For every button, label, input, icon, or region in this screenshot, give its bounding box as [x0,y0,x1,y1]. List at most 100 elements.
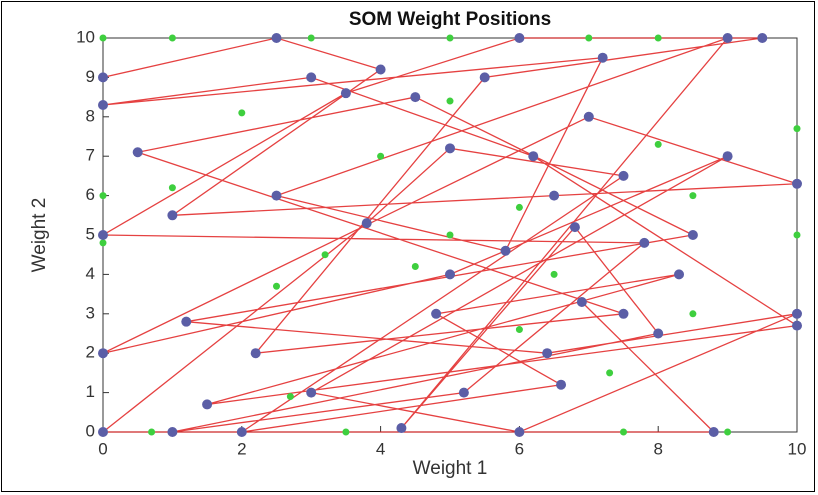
data-point [99,239,107,247]
data-point [286,393,294,401]
neuron-point [674,269,685,280]
neuron-point [250,348,261,359]
neuron-point [618,170,629,181]
y-tick-label: 4 [86,264,95,283]
y-tick-label: 2 [86,343,95,362]
neuron-point [167,210,178,221]
neuron-point [757,33,768,43]
data-point [654,140,662,148]
y-tick-label: 0 [86,421,95,440]
neuron-point [514,33,525,43]
data-point [620,428,627,436]
data-point [342,428,350,436]
data-point [515,203,523,211]
neuron-point [722,151,733,162]
neuron-point [396,423,407,434]
data-point [446,97,454,105]
neuron-point [583,111,594,122]
y-tick-label: 1 [86,382,95,401]
neuron-point [618,308,629,319]
neuron-point [687,230,698,240]
neuron-point [271,190,282,201]
neuron-point [375,64,386,75]
neuron-point [722,33,733,43]
data-point [446,231,454,239]
x-tick-label: 8 [653,439,662,458]
neuron-point [340,88,351,99]
y-tick-label: 8 [86,106,95,125]
data-point [550,270,558,278]
neuron-point [458,387,469,398]
x-axis-label: Weight 1 [413,458,488,479]
y-axis-label: Weight 2 [29,198,50,273]
data-point [585,34,593,42]
neuron-point [445,143,455,154]
neuron-point [549,190,560,201]
data-point [238,109,246,117]
data-point [168,34,176,42]
neuron-point [167,427,178,437]
neuron-point [431,308,442,319]
data-point [724,428,732,436]
data-point [793,231,801,239]
x-tick-label: 10 [788,439,807,458]
y-tick-label: 5 [86,224,95,243]
neuron-point [500,245,511,256]
data-point [793,125,801,133]
x-tick-label: 6 [515,439,524,458]
neuron-point [445,269,455,280]
data-point [99,192,107,200]
data-point [377,152,385,160]
y-tick-label: 3 [86,303,95,322]
neuron-point [202,399,213,410]
data-point [515,326,523,334]
neuron-point [98,348,108,359]
chart-title: SOM Weight Positions [349,9,551,30]
neuron-point [514,427,525,437]
data-point [606,369,614,377]
y-tick-label: 9 [86,67,95,86]
data-point [689,310,697,318]
neuron-point [792,308,802,319]
neuron-point [556,379,567,390]
neuron-point [528,151,539,162]
data-point [99,34,107,42]
neuron-point [271,33,282,43]
x-tick-label: 4 [376,439,385,458]
neuron-point [98,72,108,83]
neuron-point [653,328,664,339]
x-tick-label: 0 [98,439,107,458]
neuron-point [132,147,143,158]
neighbor-lines [100,36,799,433]
neuron-point [410,92,421,103]
data-point [411,263,419,271]
neuron-point [306,387,317,398]
neuron-point [181,316,192,327]
neuron-point [306,72,317,83]
data-point [273,282,280,290]
neuron-point [576,296,587,307]
neuron-point [98,427,108,437]
data-point [307,34,315,42]
neuron-point [361,218,372,229]
y-tick-label: 6 [86,185,95,204]
y-tick-label: 7 [86,146,95,165]
data-point [168,184,176,192]
neuron-point [569,222,580,233]
data-point [654,34,662,42]
data-point [148,428,156,436]
neuron-point [479,72,490,83]
neuron-point [639,237,650,248]
neuron-point [236,427,247,437]
neuron-point [98,230,108,240]
data-point [689,192,697,200]
neuron-point [542,348,553,359]
neuron-point [792,178,802,189]
y-tick-label: 10 [76,27,95,46]
x-tick-label: 2 [237,439,246,458]
neuron-point [597,52,608,63]
neuron-point [792,320,802,331]
